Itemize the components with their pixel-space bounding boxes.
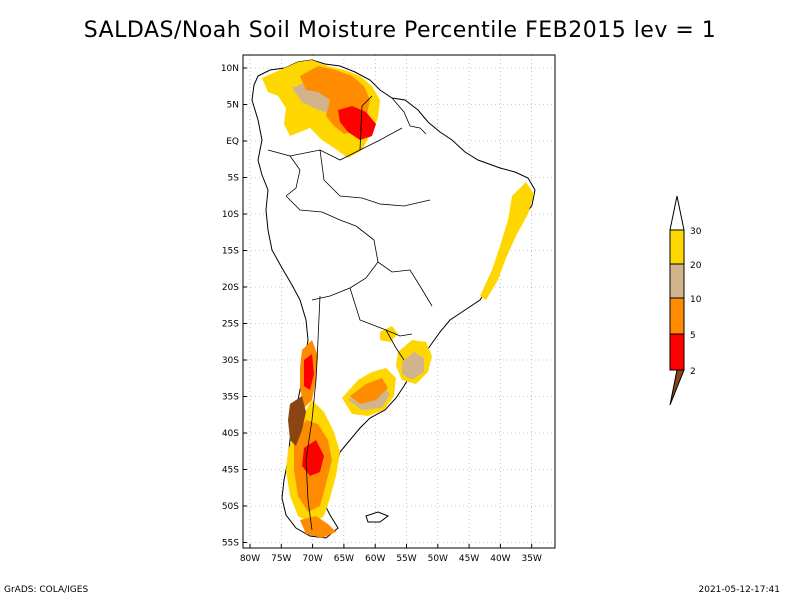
- colorbar-label-30: 30: [690, 227, 702, 237]
- lon-label: 40W: [490, 554, 510, 564]
- lat-label: 30S: [222, 356, 239, 366]
- shading-gold-east-coast: [480, 182, 534, 300]
- lat-label: 5N: [227, 101, 239, 111]
- colorbar-label-5: 5: [690, 331, 696, 341]
- shading-orange-pampas: [350, 378, 388, 404]
- colorbar-label-10: 10: [690, 295, 702, 305]
- lat-label: 10S: [222, 210, 239, 220]
- lon-label: 70W: [302, 554, 322, 564]
- footer-timestamp: 2021-05-12-17:41: [698, 585, 781, 595]
- lat-label: 5S: [228, 174, 240, 184]
- shading-red-chile: [304, 354, 314, 390]
- latitude-labels: 10N 5N EQ 5S 10S 15S 20S 25S 30S 35S 40S 45S 50S 55S: [221, 64, 247, 549]
- shading-red-north: [338, 106, 376, 140]
- shading-gold-south-brazil: [380, 326, 398, 342]
- map-frame: [242, 54, 556, 549]
- footer-credit: GrADS: COLA/IGES: [4, 585, 89, 595]
- lon-label: 55W: [396, 554, 416, 564]
- percentile-shading: [262, 60, 534, 538]
- colorbar-label-2: 2: [690, 367, 696, 377]
- colorbar-segment-2-5: [669, 333, 685, 371]
- colorbar-segment-10-20: [669, 263, 685, 299]
- map-content: [251, 59, 536, 539]
- lat-label: 15S: [222, 247, 239, 257]
- falkland-islands: [365, 511, 390, 523]
- lat-label: 45S: [222, 466, 239, 476]
- lat-label: 55S: [222, 539, 239, 549]
- lat-label: 35S: [222, 393, 239, 403]
- lon-label: 50W: [428, 554, 448, 564]
- colorbar-segment-5-10: [669, 297, 685, 335]
- lon-label: 35W: [522, 554, 542, 564]
- lon-label: 65W: [334, 554, 354, 564]
- lon-label: 80W: [240, 554, 260, 564]
- lon-label: 45W: [459, 554, 479, 564]
- shading-brown-chile: [288, 396, 306, 446]
- map-title: SALDAS/Noah Soil Moisture Percentile FEB…: [83, 18, 717, 43]
- colorbar-segment-20-30: [669, 229, 685, 265]
- colorbar-segment-below-2: [669, 369, 685, 406]
- longitude-labels: 80W 75W 70W 65W 60W 55W 50W 45W 40W 35W: [240, 544, 542, 564]
- shading-orange-tierra-del-fuego: [300, 516, 336, 538]
- lat-label: 10N: [221, 64, 239, 74]
- lat-label: 50S: [222, 502, 239, 512]
- colorbar: 2 5 10 20 30: [669, 195, 702, 406]
- country-borders: [267, 95, 433, 531]
- lat-label: 40S: [222, 429, 239, 439]
- lat-label: EQ: [226, 137, 239, 147]
- lon-label: 60W: [365, 554, 385, 564]
- colorbar-label-20: 20: [690, 261, 702, 271]
- colorbar-segment-above-30: [669, 195, 685, 231]
- lat-label: 20S: [222, 283, 239, 293]
- lon-label: 75W: [271, 554, 291, 564]
- shading-tan-uruguay: [402, 352, 424, 380]
- lat-label: 25S: [222, 320, 239, 330]
